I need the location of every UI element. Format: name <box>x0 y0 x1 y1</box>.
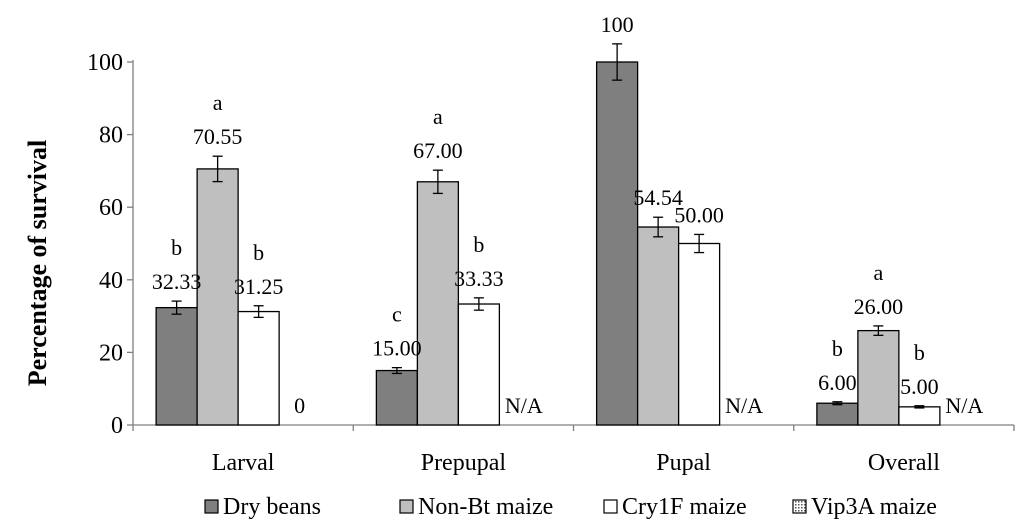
data-label: N/A <box>945 393 983 418</box>
bar <box>237 310 280 426</box>
bar <box>155 306 198 426</box>
bar <box>595 61 639 426</box>
significance-letter: b <box>171 235 182 260</box>
data-label: 33.33 <box>454 266 504 291</box>
significance-letter: a <box>433 104 443 129</box>
data-label: 15.00 <box>372 336 422 361</box>
legend-label: Vip3A maize <box>811 494 937 520</box>
y-tick-label: 0 <box>111 413 123 439</box>
significance-letter: b <box>473 232 484 257</box>
bar <box>416 181 460 426</box>
legend-swatch <box>204 499 219 514</box>
category-label: Prepupal <box>421 450 507 476</box>
y-tick-label: 80 <box>99 123 123 149</box>
legend: Dry beans Non-Bt maize Cry1F maize Vip3A ma… <box>204 494 937 520</box>
y-tick-label: 20 <box>99 340 123 366</box>
legend-label: Dry beans <box>223 494 321 520</box>
bar <box>857 329 900 426</box>
significance-letter: b <box>832 336 843 361</box>
category-label: Larval <box>212 450 275 476</box>
category-label: Pupal <box>656 450 711 476</box>
data-label: 31.25 <box>234 274 284 299</box>
y-tick-label: 60 <box>99 195 123 221</box>
data-label: N/A <box>725 393 763 418</box>
data-label: 26.00 <box>854 294 904 319</box>
data-label: 100 <box>601 12 634 37</box>
y-tick-label: 40 <box>99 268 123 294</box>
significance-letter: a <box>873 260 883 285</box>
y-tick-label: 100 <box>87 50 123 76</box>
data-labels: 32.33 b 70.55 a 31.25 b 0 15.00 c 67.00 a 33.33 b N/A… <box>152 12 984 418</box>
bar <box>196 168 239 426</box>
significance-letter: a <box>213 90 223 115</box>
data-label: 6.00 <box>818 370 857 395</box>
y-axis-title: Percentage of survival <box>23 140 52 386</box>
data-label: N/A <box>505 393 543 418</box>
data-label: 5.00 <box>900 374 939 399</box>
legend-label: Non-Bt maize <box>418 494 553 520</box>
significance-letter: b <box>253 240 264 265</box>
legend-label: Cry1F maize <box>622 494 747 520</box>
data-label: 32.33 <box>152 269 202 294</box>
data-label: 0 <box>294 393 305 418</box>
axes: 0 20 40 60 80 100 Larval Prepupal Pupal Overall <box>87 50 1015 476</box>
significance-letter: c <box>392 302 402 327</box>
legend-swatch <box>399 499 414 514</box>
legend-swatch <box>603 499 618 514</box>
bars <box>155 43 941 426</box>
bar <box>636 226 680 426</box>
data-label: 67.00 <box>413 138 463 163</box>
bar <box>457 303 501 426</box>
data-label: 50.00 <box>674 202 724 227</box>
bar <box>375 369 419 426</box>
bar <box>898 406 941 426</box>
data-label: 70.55 <box>193 124 243 149</box>
bar <box>677 242 721 426</box>
significance-letter: b <box>914 340 925 365</box>
data-label: 54.54 <box>633 185 683 210</box>
legend-swatch <box>792 499 807 514</box>
bar <box>816 402 859 426</box>
category-label: Overall <box>868 450 940 476</box>
